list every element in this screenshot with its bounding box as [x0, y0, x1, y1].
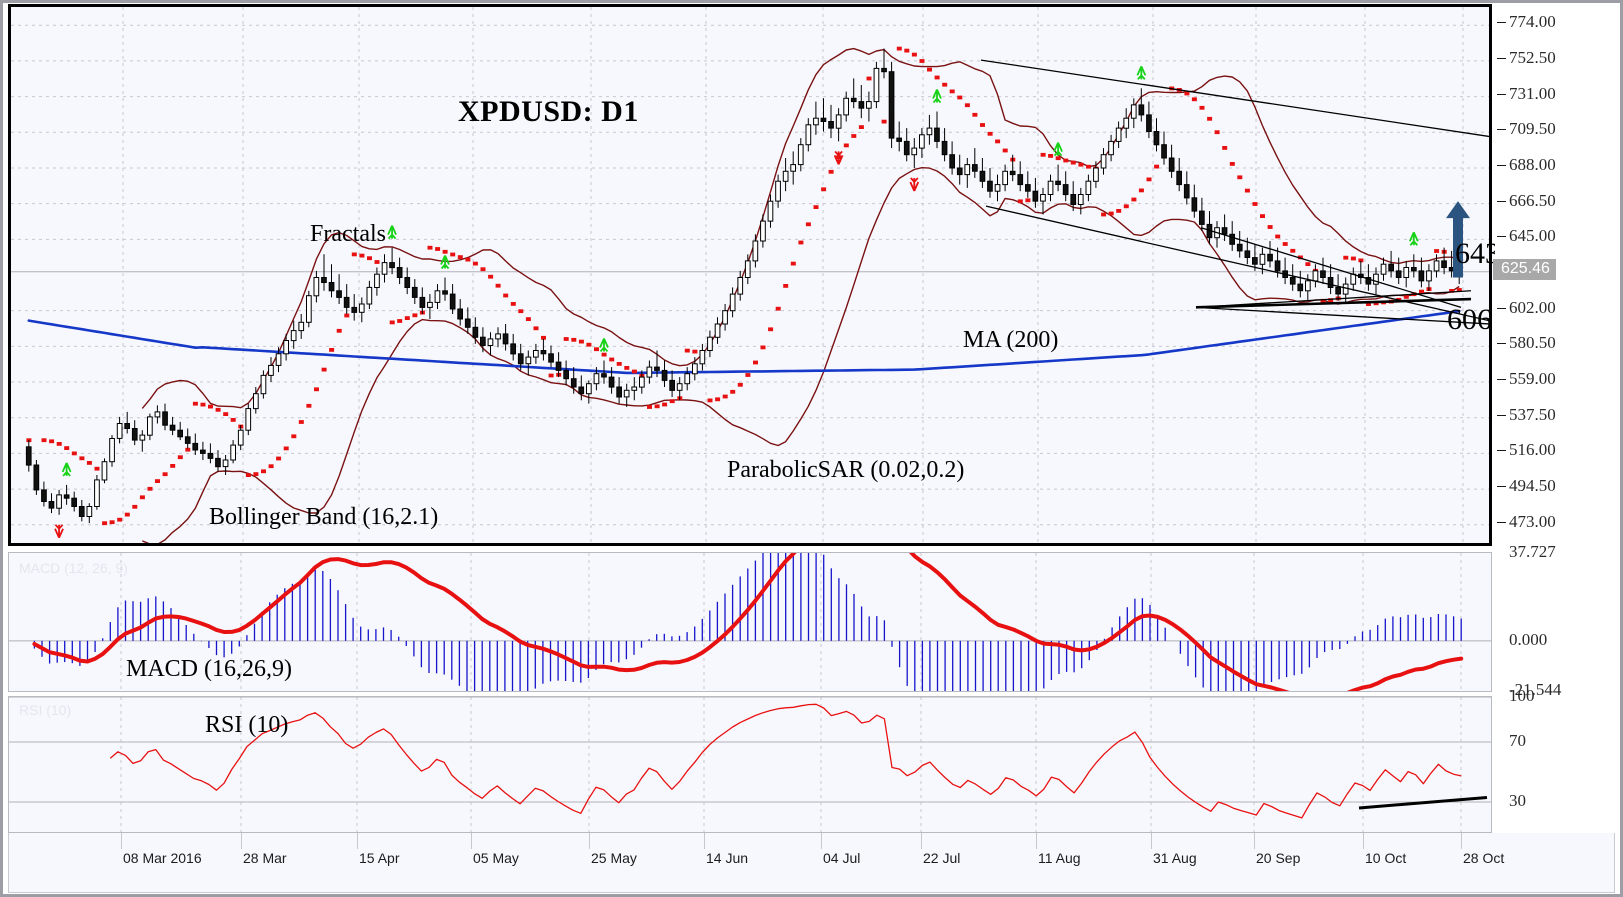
price-tick-label: 516.00 — [1509, 441, 1556, 458]
price-tick — [1497, 22, 1506, 23]
price-tick — [1497, 343, 1506, 344]
current-price-tag: 625.46 — [1493, 259, 1556, 280]
price-axis: 774.00 752.50 731.00 709.50 688.00 666.50 645.… — [1495, 0, 1623, 893]
date-tick — [821, 833, 822, 849]
price-tick — [1497, 308, 1506, 309]
date-tick-label: 15 Apr — [359, 851, 399, 865]
date-tick-label: 28 Oct — [1463, 851, 1504, 865]
price-tick-label: 709.50 — [1509, 120, 1556, 137]
price-tick-label: 688.00 — [1509, 156, 1556, 173]
date-tick — [1363, 833, 1364, 849]
price-chart-canvas — [11, 7, 1489, 543]
date-tick-label: 14 Jun — [706, 851, 748, 865]
price-tick — [1497, 415, 1506, 416]
date-tick-label: 31 Aug — [1153, 851, 1197, 865]
price-tick-label: 580.50 — [1509, 334, 1556, 351]
rsi-tick-label: 70 — [1509, 732, 1526, 749]
date-tick — [704, 833, 705, 849]
price-tick-label: 473.00 — [1509, 513, 1556, 530]
price-tick-label: 731.00 — [1509, 85, 1556, 102]
rsi-watermark: RSI (10) — [19, 703, 71, 717]
date-tick — [1254, 833, 1255, 849]
date-tick — [121, 833, 122, 849]
date-tick-label: 11 Aug — [1038, 851, 1081, 865]
date-tick-label: 20 Sep — [1256, 851, 1300, 865]
price-tick-label: 602.00 — [1509, 299, 1556, 316]
price-tick — [1497, 94, 1506, 95]
price-tick-label: 752.50 — [1509, 49, 1556, 66]
rsi-tick-label: 100 — [1509, 687, 1535, 704]
rsi-panel[interactable]: RSI (10) — [8, 696, 1492, 833]
chart-screenshot: XPDUSD: D1 MACD (12, 26, 9) RSI (10) Fra… — [0, 0, 1623, 897]
price-tick — [1497, 58, 1506, 59]
date-tick — [357, 833, 358, 849]
price-tick-label: 537.50 — [1509, 406, 1556, 423]
price-tick — [1497, 236, 1506, 237]
macd-watermark: MACD (12, 26, 9) — [19, 561, 128, 575]
price-tick — [1497, 379, 1506, 380]
price-tick-label: 774.00 — [1509, 13, 1556, 30]
price-tick-label: 645.00 — [1509, 227, 1556, 244]
date-tick-label: 10 Oct — [1365, 851, 1406, 865]
date-tick — [471, 833, 472, 849]
date-tick — [589, 833, 590, 849]
page-title: XPDUSD: D1 — [458, 97, 639, 127]
date-tick — [241, 833, 242, 849]
price-tick-label: 559.00 — [1509, 370, 1556, 387]
date-tick-label: 05 May — [473, 851, 519, 865]
price-tick — [1497, 486, 1506, 487]
price-tick — [1497, 522, 1506, 523]
date-tick-label: 22 Jul — [923, 851, 960, 865]
price-tick-label: 494.50 — [1509, 477, 1556, 494]
price-tick — [1497, 129, 1506, 130]
date-tick-label: 08 Mar 2016 — [123, 851, 202, 865]
date-tick — [1461, 833, 1462, 849]
price-tick — [1497, 165, 1506, 166]
macd-canvas — [9, 553, 1491, 691]
date-tick-label: 04 Jul — [823, 851, 860, 865]
price-tick — [1497, 450, 1506, 451]
date-tick — [1151, 833, 1152, 849]
date-tick-label: 25 May — [591, 851, 637, 865]
date-tick — [921, 833, 922, 849]
macd-panel[interactable]: MACD (12, 26, 9) — [8, 552, 1492, 692]
macd-tick-label: 0.000 — [1509, 631, 1547, 648]
price-chart-panel[interactable]: XPDUSD: D1 — [8, 4, 1492, 546]
rsi-tick-label: 30 — [1509, 792, 1526, 809]
date-tick-label: 28 Mar — [243, 851, 287, 865]
date-tick — [1036, 833, 1037, 849]
price-tick-label: 666.50 — [1509, 192, 1556, 209]
rsi-canvas — [9, 697, 1491, 832]
date-axis: 08 Mar 2016 28 Mar 15 Apr 05 May 25 May 14 Ju… — [8, 833, 1615, 893]
price-tick — [1497, 201, 1506, 202]
macd-tick-label: 37.727 — [1509, 543, 1556, 560]
